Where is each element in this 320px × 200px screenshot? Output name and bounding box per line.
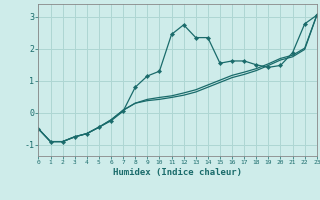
X-axis label: Humidex (Indice chaleur): Humidex (Indice chaleur): [113, 168, 242, 177]
